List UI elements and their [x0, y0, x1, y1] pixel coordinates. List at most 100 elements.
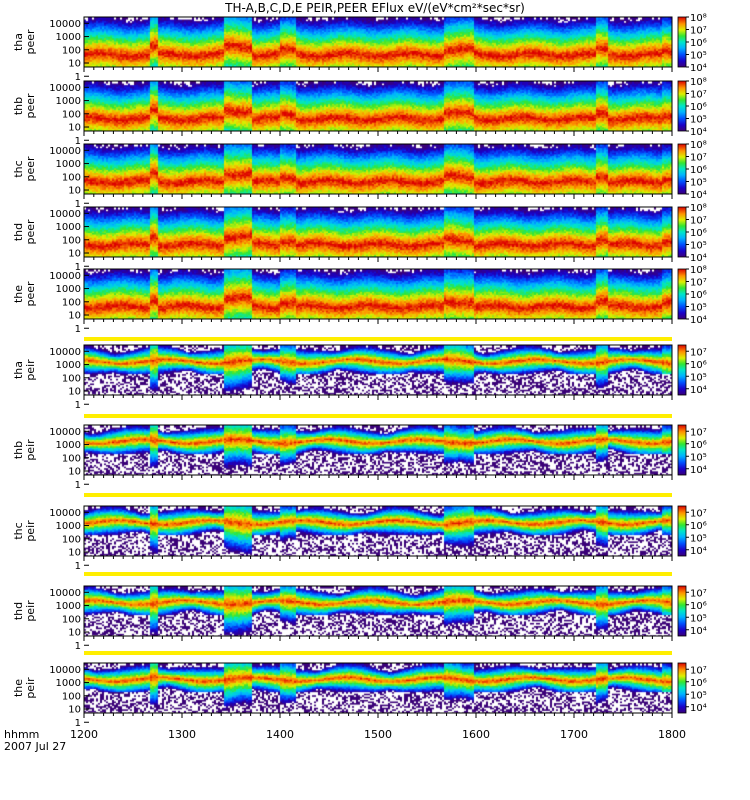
colorbar-tick-label: 10⁷	[690, 427, 707, 438]
y-tick-label: 1	[75, 561, 81, 572]
colorbar-tick-label: 10⁷	[690, 26, 707, 37]
spectrogram-thd-peir	[84, 586, 672, 636]
y-tick-label: 1	[75, 324, 81, 335]
y-tick-label: 10000	[49, 665, 81, 676]
y-tick-label: 1000	[56, 284, 81, 295]
chart-title: TH-A,B,C,D,E PEIR,PEER EFlux eV/(eV*cm²*…	[224, 1, 525, 15]
y-axis-label-probe: thb	[12, 97, 25, 115]
spectrogram-thd-peer	[84, 207, 672, 257]
colorbar-tick-label: 10⁴	[690, 626, 707, 637]
colorbar-tick-label: 10⁵	[690, 690, 707, 701]
x-tick-label: 1400	[266, 728, 294, 741]
y-axis-label-species: peir	[24, 359, 37, 381]
spectrogram-thc-peir	[84, 506, 672, 556]
y-tick-label: 100	[62, 235, 81, 246]
y-axis-label-probe: thb	[12, 441, 25, 459]
spectrogram-tha-peir	[84, 345, 672, 395]
y-tick-label: 100	[62, 614, 81, 625]
y-tick-label: 10000	[49, 427, 81, 438]
y-axis-label-probe: thd	[12, 602, 25, 620]
colorbar	[677, 662, 687, 714]
colorbar	[677, 206, 687, 258]
data-flag-bar	[84, 414, 672, 418]
spectrogram-thb-peir	[84, 425, 672, 475]
y-tick-label: 1000	[56, 678, 81, 689]
y-axis-label-probe: thc	[12, 160, 25, 177]
y-tick-label: 10	[68, 387, 81, 398]
y-axis-label-species: peer	[24, 156, 37, 182]
colorbar-tick-label: 10⁷	[690, 216, 707, 227]
y-tick-label: 10	[68, 467, 81, 478]
colorbar	[677, 268, 687, 320]
y-axis-label-probe: thc	[12, 522, 25, 539]
y-tick-label: 1	[75, 136, 81, 147]
y-axis-label-species: peer	[24, 29, 37, 55]
colorbar-tick-label: 10⁷	[690, 90, 707, 101]
colorbar-tick-label: 10⁵	[690, 241, 707, 252]
colorbar-tick-label: 10⁴	[690, 127, 707, 138]
colorbar	[677, 80, 687, 132]
y-axis-label-species: peir	[24, 439, 37, 461]
colorbar-tick-label: 10⁶	[690, 102, 707, 113]
y-tick-label: 100	[62, 453, 81, 464]
x-tick-label: 1200	[70, 728, 98, 741]
y-tick-label: 100	[62, 297, 81, 308]
y-axis-label-probe: thd	[12, 223, 25, 241]
colorbar-tick-label: 10⁷	[690, 153, 707, 164]
y-axis-label-species: peir	[24, 600, 37, 622]
colorbar-tick-label: 10⁶	[690, 521, 707, 532]
colorbar-tick-label: 10⁷	[690, 588, 707, 599]
colorbar-tick-label: 10⁶	[690, 440, 707, 451]
y-tick-label: 10000	[49, 347, 81, 358]
y-tick-label: 1	[75, 199, 81, 210]
x-tick-label: 1600	[462, 728, 490, 741]
y-tick-label: 10000	[49, 271, 81, 282]
colorbar	[677, 424, 687, 476]
x-tick-label: 1500	[364, 728, 392, 741]
y-tick-label: 10000	[49, 508, 81, 519]
colorbar-tick-label: 10⁶	[690, 290, 707, 301]
y-tick-label: 1000	[56, 601, 81, 612]
colorbar-tick-label: 10⁶	[690, 228, 707, 239]
y-tick-label: 10	[68, 548, 81, 559]
colorbar-tick-label: 10⁶	[690, 38, 707, 49]
colorbar-tick-label: 10⁸	[690, 265, 707, 276]
y-tick-label: 10000	[49, 588, 81, 599]
colorbar-tick-label: 10⁷	[690, 508, 707, 519]
colorbar-tick-label: 10⁵	[690, 51, 707, 62]
y-axis-label-probe: tha	[12, 33, 25, 51]
colorbar-tick-label: 10⁴	[690, 465, 707, 476]
y-tick-label: 10	[68, 311, 81, 322]
colorbar-tick-label: 10⁸	[690, 13, 707, 24]
colorbar-tick-label: 10⁷	[690, 347, 707, 358]
y-tick-label: 10000	[49, 83, 81, 94]
data-flag-bar	[84, 572, 672, 576]
y-axis-label-probe: tha	[12, 361, 25, 379]
colorbar-tick-label: 10⁶	[690, 678, 707, 689]
y-tick-label: 100	[62, 109, 81, 120]
y-tick-label: 1	[75, 72, 81, 83]
colorbar	[677, 143, 687, 195]
y-tick-label: 100	[62, 373, 81, 384]
data-flag-bar	[84, 493, 672, 497]
colorbar-tick-label: 10⁶	[690, 165, 707, 176]
y-tick-label: 10	[68, 628, 81, 639]
y-tick-label: 1	[75, 480, 81, 491]
colorbar	[677, 344, 687, 396]
colorbar-tick-label: 10⁷	[690, 665, 707, 676]
y-tick-label: 100	[62, 45, 81, 56]
y-tick-label: 10000	[49, 209, 81, 220]
y-axis-label-species: peir	[24, 520, 37, 542]
spectrogram-thb-peer	[84, 81, 672, 131]
y-tick-label: 1000	[56, 521, 81, 532]
y-axis-label-species: peer	[24, 281, 37, 307]
